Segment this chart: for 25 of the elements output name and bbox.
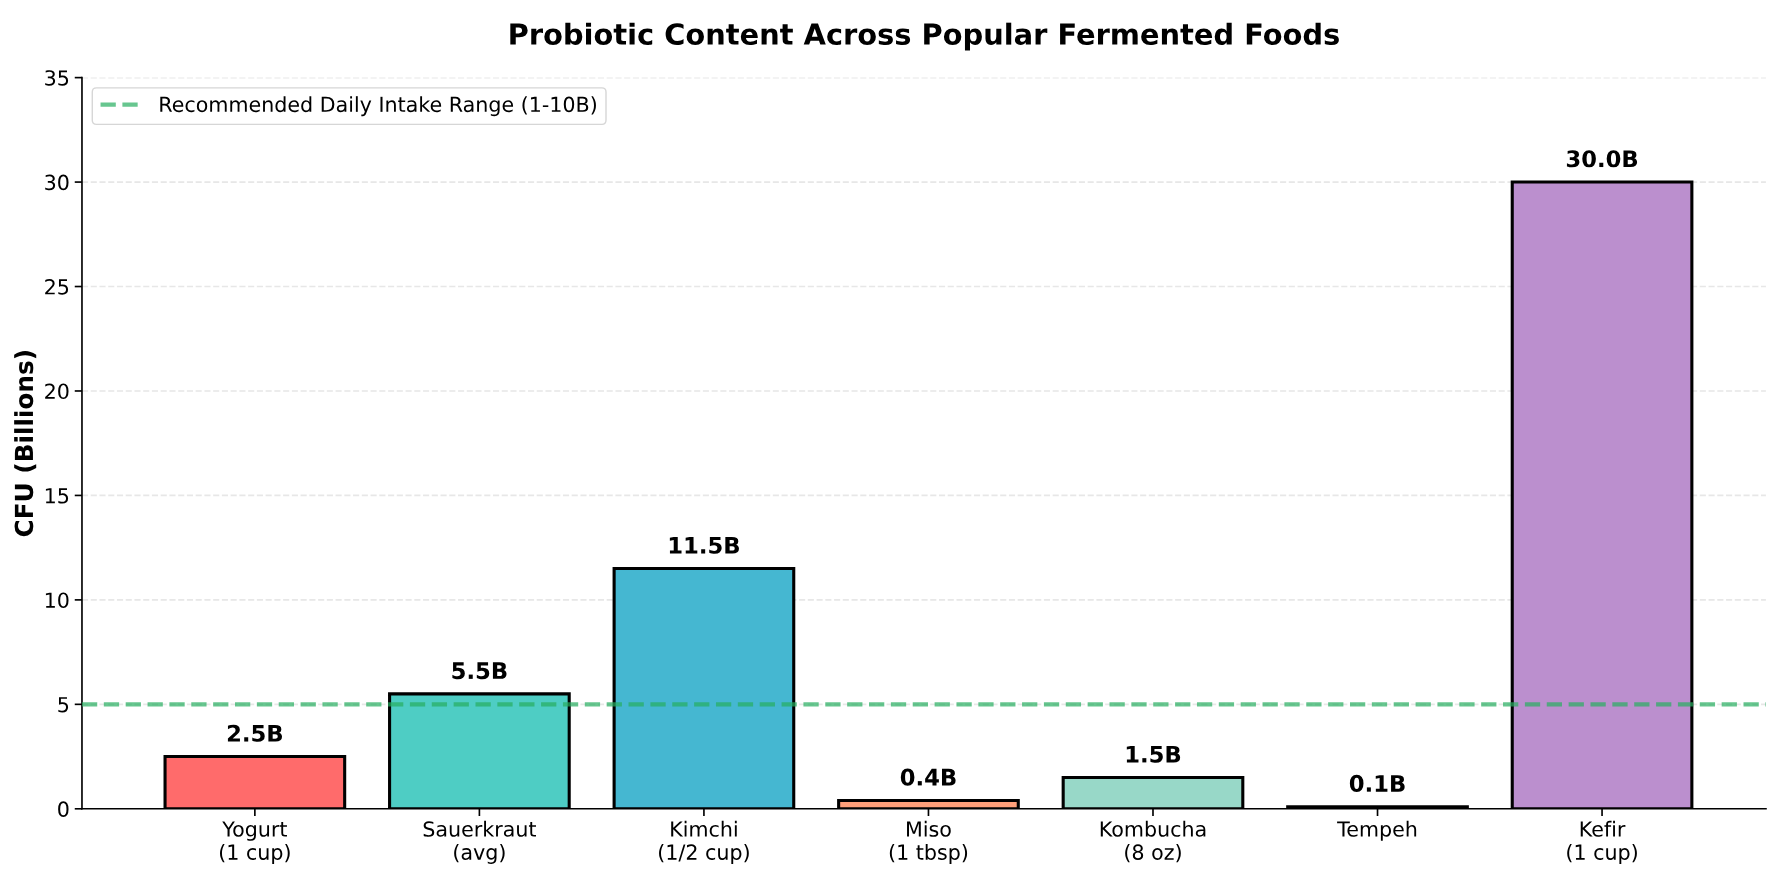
x-tick-label: Yogurt (1 cup)	[220, 821, 290, 864]
y-axis-title: CFU (Billions)	[14, 351, 37, 537]
x-tick-label: Kefir (1 cup)	[1567, 820, 1637, 864]
y-tick-label: 35	[45, 70, 69, 86]
x-tick-label: Tempeh	[1337, 820, 1417, 841]
data-label: 0.1B	[1349, 774, 1405, 792]
x-tick-label: Kimchi (1/2 cup)	[659, 820, 749, 864]
data-label: 2.5B	[227, 724, 283, 742]
data-label: 11.5B	[669, 536, 739, 554]
y-tick-label: 25	[45, 279, 69, 295]
y-tick-label: 15	[45, 488, 69, 504]
y-tick-label: 30	[45, 174, 69, 191]
x-tick-label: Kombucha (8 oz)	[1100, 820, 1206, 863]
y-tick-label: 0	[58, 801, 69, 817]
legend-label: Recommended Daily Intake Range (1-10B)	[160, 96, 596, 117]
data-label: 5.5B	[452, 662, 507, 680]
data-label: 0.4B	[900, 768, 956, 786]
x-tick-label: Miso (1 tbsp)	[889, 820, 968, 864]
data-label: 30.0B	[1566, 150, 1638, 168]
data-label: 1.5B	[1126, 745, 1181, 763]
y-tick-label: 5	[58, 697, 69, 713]
y-tick-label: 20	[45, 383, 69, 400]
y-tick-label: 10	[45, 592, 69, 609]
chart-title: Probiotic Content Across Popular Fermented Foods	[510, 22, 1339, 51]
x-tick-label: Sauerkraut (avg)	[423, 820, 536, 864]
